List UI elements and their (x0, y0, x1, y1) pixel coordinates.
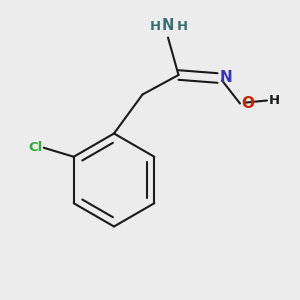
Text: H: H (176, 20, 188, 33)
Text: O: O (242, 96, 254, 111)
Text: Cl: Cl (28, 141, 42, 154)
Text: N: N (220, 70, 233, 86)
Text: H: H (149, 20, 161, 33)
Text: N: N (162, 18, 174, 33)
Text: H: H (268, 94, 280, 107)
